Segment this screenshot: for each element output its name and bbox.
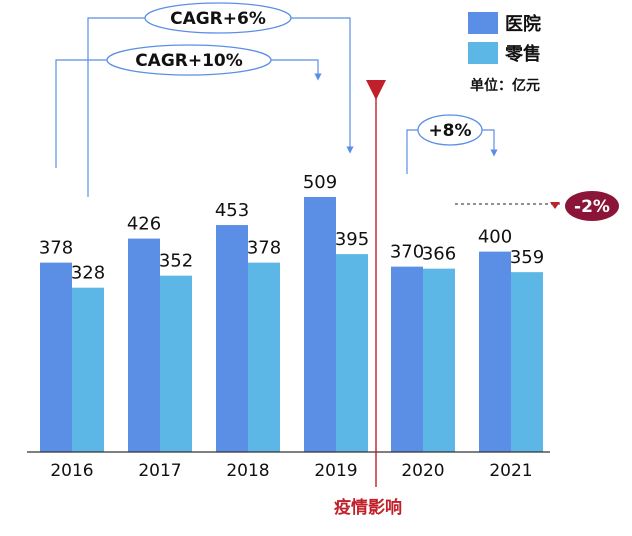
x-tick-label-2016: 2016 xyxy=(50,461,93,481)
value-label-retail-2020: 366 xyxy=(422,244,456,265)
bar-hospital-2020 xyxy=(391,266,423,452)
x-tick-label-2020: 2020 xyxy=(401,461,444,481)
legend: 医院 零售 单位：亿元 xyxy=(468,12,541,94)
retail-change-annotation: -2% xyxy=(455,191,619,221)
legend-label-hospital: 医院 xyxy=(505,13,541,35)
x-tick-label-2019: 2019 xyxy=(314,461,357,481)
value-label-retail-2016: 328 xyxy=(71,263,105,284)
value-label-hospital-2020: 370 xyxy=(390,242,424,263)
event-marker-label: 疫情影响 xyxy=(334,497,402,518)
cagr-retail-label: CAGR+6% xyxy=(170,9,266,29)
cagr-retail-connector xyxy=(87,17,354,197)
bar-retail-2017 xyxy=(160,275,192,452)
bar-hospital-2021 xyxy=(479,251,511,452)
x-tick-label-2017: 2017 xyxy=(138,461,181,481)
bar-hospital-2017 xyxy=(128,238,160,452)
cagr-hospital-annotation: CAGR+10% xyxy=(55,44,322,168)
bar-retail-2019 xyxy=(336,254,368,452)
bar-retail-2018 xyxy=(248,262,280,452)
event-marker-triangle xyxy=(366,80,386,100)
x-tick-label-2021: 2021 xyxy=(489,461,532,481)
value-label-retail-2021: 359 xyxy=(510,247,544,268)
x-ticks-group: 2016 2017 2018 2019 2020 2021 xyxy=(50,461,532,481)
value-label-hospital-2021: 400 xyxy=(478,227,512,248)
x-tick-label-2018: 2018 xyxy=(226,461,269,481)
retail-change-label: -2% xyxy=(574,197,610,217)
value-label-hospital-2019: 509 xyxy=(303,172,337,193)
retail-change-badge xyxy=(565,191,619,221)
cagr-retail-annotation: CAGR+6% xyxy=(87,2,354,197)
bar-hospital-2018 xyxy=(216,225,248,452)
hospital-growth-bubble xyxy=(417,114,483,146)
hospital-growth-annotation: +8% xyxy=(406,114,498,174)
bar-retail-2021 xyxy=(511,272,543,452)
event-marker: 疫情影响 xyxy=(334,80,402,518)
cagr-hospital-connector xyxy=(55,59,322,168)
bars-group xyxy=(40,197,543,452)
bar-hospital-2016 xyxy=(40,262,72,452)
legend-swatch-retail xyxy=(468,42,498,64)
value-label-hospital-2017: 426 xyxy=(127,214,161,235)
value-label-retail-2019: 395 xyxy=(335,229,369,250)
legend-swatch-hospital xyxy=(468,12,498,34)
value-label-hospital-2016: 378 xyxy=(39,238,73,259)
cagr-hospital-label: CAGR+10% xyxy=(135,51,243,71)
value-label-retail-2017: 352 xyxy=(159,251,193,272)
bar-hospital-2019 xyxy=(304,197,336,452)
retail-change-down-triangle xyxy=(550,202,560,209)
legend-label-retail: 零售 xyxy=(504,43,541,65)
cagr-retail-bubble xyxy=(144,2,292,34)
bar-retail-2020 xyxy=(423,268,455,452)
hospital-growth-label: +8% xyxy=(428,121,471,141)
value-label-hospital-2018: 453 xyxy=(215,200,249,221)
unit-label: 单位：亿元 xyxy=(470,77,540,94)
cagr-hospital-bubble xyxy=(106,44,272,76)
value-label-retail-2018: 378 xyxy=(247,238,281,259)
bar-retail-2016 xyxy=(72,287,104,452)
